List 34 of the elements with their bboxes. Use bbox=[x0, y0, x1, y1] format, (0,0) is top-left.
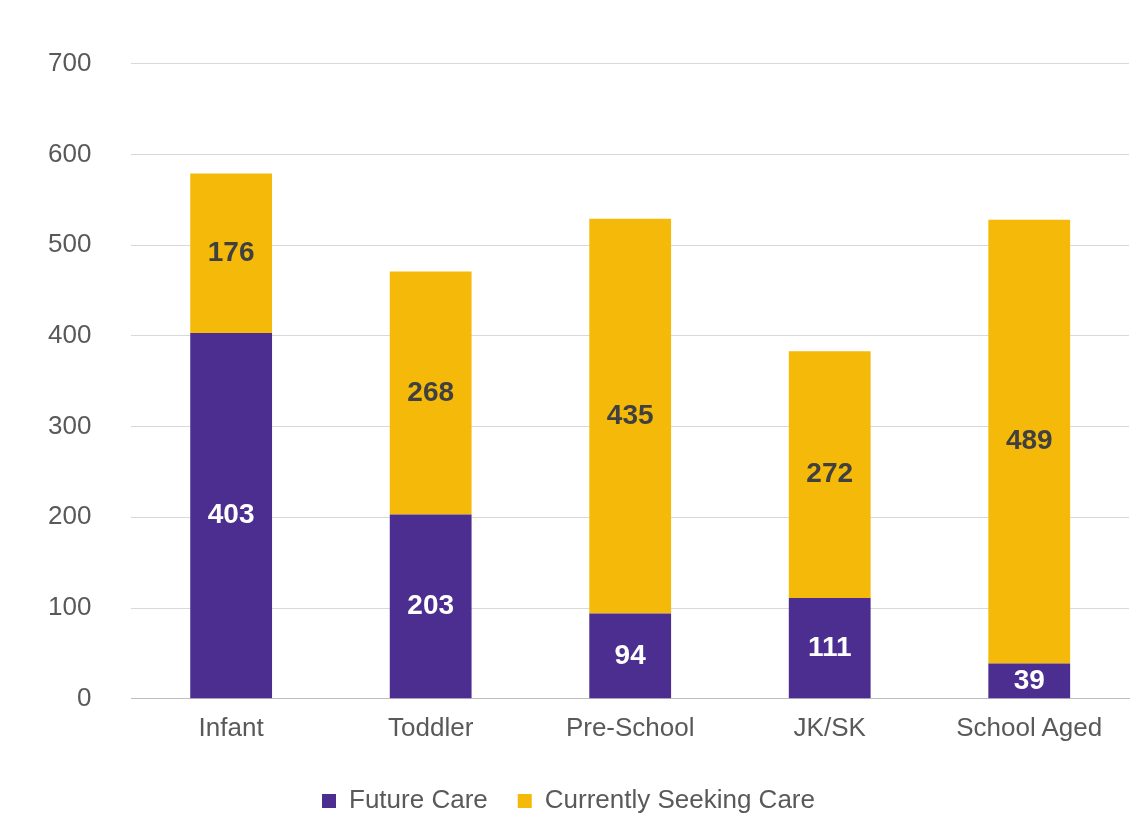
x-tick-label: School Aged bbox=[956, 711, 1103, 742]
y-tick-label: 600 bbox=[47, 137, 92, 168]
bar bbox=[389, 271, 472, 515]
legend-label: Currently Seeking Care bbox=[544, 784, 815, 815]
x-tick-label: Infant bbox=[198, 711, 265, 742]
data-label: 176 bbox=[207, 235, 255, 267]
data-label: 111 bbox=[807, 630, 852, 662]
x-tick-label: Pre-School bbox=[565, 711, 695, 742]
data-label: 489 bbox=[1005, 424, 1053, 456]
data-label: 203 bbox=[407, 589, 455, 621]
y-tick-label: 100 bbox=[47, 591, 92, 622]
y-tick-label: 200 bbox=[47, 500, 92, 531]
bar bbox=[589, 218, 672, 614]
data-label: 435 bbox=[606, 398, 654, 430]
bar bbox=[788, 598, 871, 699]
data-label: 94 bbox=[614, 638, 647, 670]
x-tick-label: Toddler bbox=[388, 711, 474, 742]
y-tick-label: 500 bbox=[47, 228, 92, 259]
bar bbox=[190, 173, 273, 334]
bar bbox=[988, 219, 1071, 664]
y-tick-label: 0 bbox=[76, 681, 92, 712]
data-label: 403 bbox=[207, 498, 255, 530]
x-tick-label: JK/SK bbox=[793, 711, 867, 742]
y-tick-label: 300 bbox=[47, 409, 92, 440]
bar bbox=[190, 333, 273, 699]
data-label: 268 bbox=[407, 375, 455, 407]
legend-label: Future Care bbox=[349, 784, 488, 815]
y-tick-label: 700 bbox=[47, 46, 92, 77]
bar bbox=[389, 514, 472, 699]
bar bbox=[589, 613, 672, 699]
data-label: 39 bbox=[1013, 663, 1045, 695]
y-tick-label: 400 bbox=[47, 319, 92, 349]
data-label: 272 bbox=[806, 457, 854, 489]
bar bbox=[788, 351, 871, 599]
